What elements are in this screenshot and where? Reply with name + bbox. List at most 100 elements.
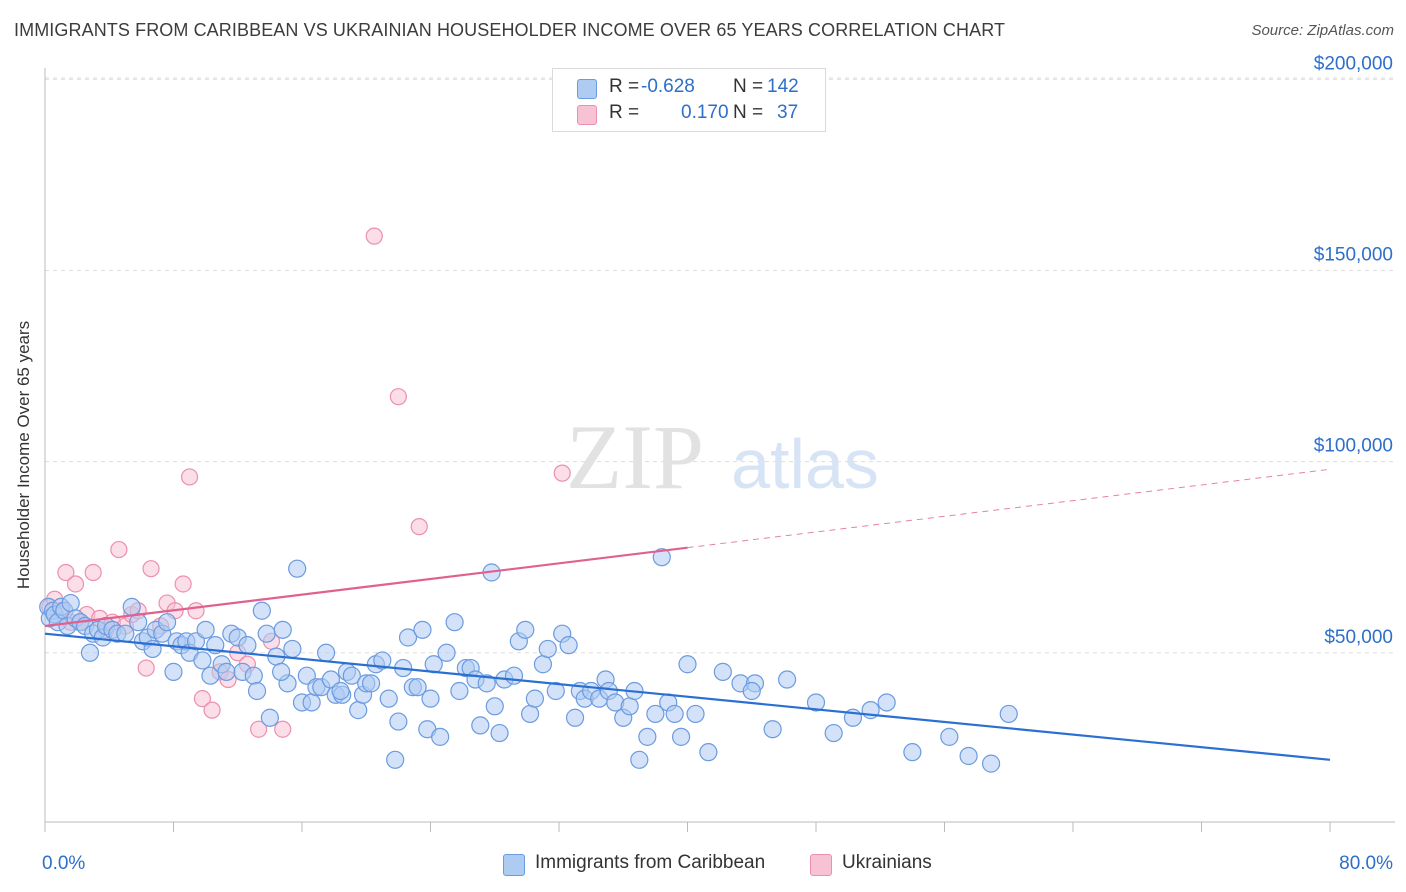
- caribbean-point: [164, 662, 183, 681]
- caribbean-point: [516, 620, 535, 639]
- caribbean-point: [565, 708, 585, 727]
- legend-swatch-blue: [577, 79, 597, 99]
- ukrainians-point: [137, 659, 155, 677]
- caribbean-point: [999, 704, 1018, 724]
- legend-n-label: N =: [733, 76, 764, 97]
- legend-n-value: 142: [767, 76, 799, 97]
- x-tick-label: 80.0%: [1339, 853, 1393, 874]
- caribbean-point: [699, 743, 718, 762]
- legend-item-label: Immigrants from Caribbean: [535, 852, 766, 873]
- correlation-legend: R = -0.628 N = 142 R = 0.170 N = 37: [552, 68, 826, 132]
- ukrainians-trend-extension: [687, 468, 1331, 549]
- grid-lines: [45, 77, 1395, 654]
- caribbean-point: [283, 639, 302, 659]
- x-tick-label: 0.0%: [42, 853, 85, 874]
- caribbean-point: [157, 613, 177, 632]
- caribbean-point: [373, 651, 392, 670]
- caribbean-point: [431, 727, 450, 746]
- caribbean-trend-line: [44, 632, 1331, 761]
- caribbean-point: [61, 593, 80, 613]
- caribbean-point: [288, 559, 307, 578]
- caribbean-point: [940, 727, 959, 746]
- caribbean-point: [903, 743, 922, 762]
- legend-r-value: -0.628: [641, 76, 695, 97]
- y-tick-label: $100,000: [1314, 436, 1393, 457]
- caribbean-point: [196, 620, 215, 639]
- ukrainians-point: [57, 563, 75, 582]
- caribbean-point: [638, 727, 657, 746]
- caribbean-point: [490, 723, 509, 743]
- caribbean-point: [959, 746, 978, 766]
- caribbean-point: [272, 662, 291, 681]
- caribbean-point: [485, 697, 504, 716]
- caribbean-point: [273, 620, 292, 639]
- watermark: ZIP atlas: [566, 406, 879, 508]
- caribbean-point: [257, 624, 276, 643]
- caribbean-point: [471, 716, 490, 735]
- ukrainians-point: [180, 468, 199, 486]
- axes: [44, 68, 1395, 832]
- caribbean-point: [777, 670, 797, 689]
- trend-lines: [44, 468, 1331, 761]
- caribbean-point: [671, 727, 691, 746]
- ukrainians-point: [410, 518, 428, 536]
- legend-swatch-blue: [503, 854, 525, 876]
- caribbean-point: [630, 750, 649, 769]
- x-tick-labels: 0.0% 80.0%: [42, 853, 1393, 874]
- caribbean-point: [646, 704, 665, 724]
- caribbean-point: [806, 693, 826, 712]
- ukrainians-point: [553, 464, 571, 482]
- legend-r-value: 0.170: [681, 102, 729, 123]
- caribbean-point: [398, 628, 418, 647]
- ukrainians-point: [174, 575, 192, 593]
- caribbean-point: [421, 689, 440, 708]
- ukrainians-point: [203, 701, 221, 719]
- ukrainians-trend-line: [44, 546, 688, 628]
- watermark-atlas: atlas: [731, 425, 879, 503]
- watermark-zip: ZIP: [566, 406, 704, 508]
- caribbean-point: [361, 674, 381, 693]
- ukrainians-point: [187, 602, 205, 620]
- caribbean-point: [520, 704, 540, 724]
- caribbean-point: [122, 597, 141, 617]
- caribbean-point: [652, 548, 671, 567]
- caribbean-point: [413, 620, 432, 639]
- series-legend: Immigrants from Caribbean Ukrainians: [0, 850, 1406, 878]
- ukrainians-point: [110, 540, 128, 559]
- ukrainians-point: [142, 560, 160, 578]
- caribbean-point: [349, 701, 368, 720]
- caribbean-point: [252, 601, 271, 620]
- caribbean-point: [686, 704, 705, 724]
- caribbean-point: [331, 681, 350, 701]
- caribbean-point: [342, 666, 361, 685]
- caribbean-point: [260, 708, 279, 727]
- caribbean-point: [408, 678, 427, 697]
- ukrainians-point: [84, 563, 102, 582]
- caribbean-point: [244, 666, 263, 685]
- caribbean-point: [678, 655, 697, 674]
- y-tick-labels: $50,000 $100,000 $150,000 $200,000: [1314, 53, 1393, 647]
- y-tick-label: $150,000: [1314, 245, 1393, 266]
- caribbean-point: [877, 693, 896, 712]
- legend-n-value: 37: [777, 102, 799, 123]
- ukrainians-point: [193, 690, 212, 708]
- legend-n-label: N =: [733, 102, 764, 123]
- caribbean-point: [389, 712, 408, 731]
- chart-title: IMMIGRANTS FROM CARIBBEAN VS UKRAINIAN H…: [14, 20, 1006, 40]
- ukrainians-point: [274, 720, 292, 738]
- y-tick-label: $200,000: [1314, 53, 1393, 74]
- caribbean-point: [247, 681, 267, 701]
- caribbean-point: [824, 723, 843, 743]
- caribbean-point: [386, 750, 405, 769]
- caribbean-point: [238, 636, 257, 655]
- ukrainians-point: [389, 388, 407, 406]
- ukrainians-point: [365, 227, 383, 245]
- caribbean-point: [620, 697, 639, 716]
- caribbean-point: [477, 674, 496, 693]
- caribbean-point: [302, 693, 321, 712]
- caribbean-point: [713, 662, 732, 681]
- caribbean-point: [665, 704, 684, 724]
- source-label: Source: ZipAtlas.com: [1251, 22, 1394, 39]
- legend-r-label: R =: [609, 76, 640, 97]
